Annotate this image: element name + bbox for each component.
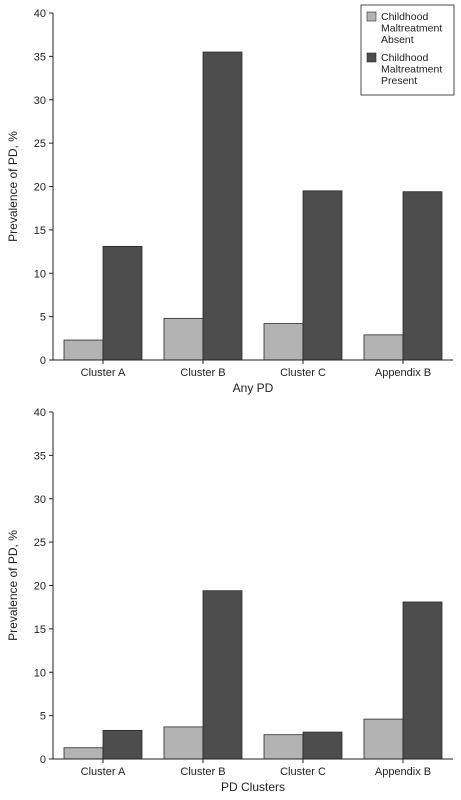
bar-present-cluster-a (102, 729, 143, 760)
legend-swatch-absent (366, 11, 377, 22)
y-axis-title: Prevalence of PD, % (6, 131, 20, 242)
y-tick-label: 25 (34, 138, 46, 150)
x-axis-title: Any PD (233, 381, 274, 395)
bar-absent-cluster-a (63, 339, 104, 361)
x-axis-title: PD Clusters (221, 780, 285, 794)
y-tick-label: 15 (34, 624, 46, 636)
x-tick-label: Cluster C (280, 367, 326, 379)
legend-label-absent: Absent (381, 34, 414, 46)
x-tick-label: Cluster A (81, 766, 126, 778)
x-tick-label: Cluster B (180, 766, 225, 778)
y-tick-label: 0 (40, 754, 46, 766)
y-tick-label: 25 (34, 537, 46, 549)
y-tick-label: 5 (40, 312, 46, 324)
panel-any-pd: Cluster A Cluster B Cluster C Appendix B 0 5 1… (6, 8, 453, 395)
legend-label-absent: Childhood (381, 11, 428, 23)
legend-label-present: Childhood (381, 52, 428, 64)
y-tick-label: 0 (40, 355, 46, 367)
bar-absent-cluster-c (263, 734, 304, 760)
legend-label-absent: Maltreatment (381, 23, 442, 35)
bar-absent-appendix-b (363, 334, 404, 361)
y-axis-title: Prevalence of PD, % (6, 530, 20, 641)
bar-present-cluster-b (202, 51, 243, 361)
x-tick-label: Cluster C (280, 766, 326, 778)
bar-present-cluster-b (202, 590, 243, 760)
x-tick-label: Cluster B (180, 367, 225, 379)
x-tick-label: Appendix B (375, 367, 431, 379)
y-tick-label: 40 (34, 407, 46, 419)
y-tick-label: 35 (34, 51, 46, 63)
bar-present-cluster-c (302, 190, 343, 361)
legend-label-present: Present (381, 75, 417, 87)
legend-label-present: Maltreatment (381, 64, 442, 76)
bar-present-cluster-c (302, 731, 343, 760)
x-tick-label: Cluster A (81, 367, 126, 379)
bar-present-appendix-b (402, 601, 443, 760)
panel-pd-clusters: Cluster A Cluster B Cluster C Appendix B 0 5 1… (6, 407, 453, 794)
legend-box (360, 4, 455, 96)
bar-present-cluster-a (102, 245, 143, 361)
bar-absent-appendix-b (363, 718, 404, 760)
legend-swatch-present (366, 52, 377, 63)
bar-absent-cluster-b (163, 317, 204, 361)
bar-absent-cluster-b (163, 726, 204, 760)
y-tick-label: 20 (34, 182, 46, 194)
bar-absent-cluster-c (263, 323, 304, 361)
y-tick-label: 15 (34, 225, 46, 237)
y-tick-label: 40 (34, 8, 46, 20)
y-tick-label: 10 (34, 268, 46, 280)
legend: ChildhoodMaltreatmentAbsentChildhoodMalt… (360, 4, 455, 96)
y-tick-label: 30 (34, 494, 46, 506)
y-tick-label: 20 (34, 581, 46, 593)
bar-present-appendix-b (402, 191, 443, 361)
x-tick-label: Appendix B (375, 766, 431, 778)
y-tick-label: 30 (34, 95, 46, 107)
y-tick-label: 5 (40, 711, 46, 723)
y-tick-label: 10 (34, 667, 46, 679)
y-tick-label: 35 (34, 450, 46, 462)
bar-absent-cluster-a (63, 747, 104, 760)
